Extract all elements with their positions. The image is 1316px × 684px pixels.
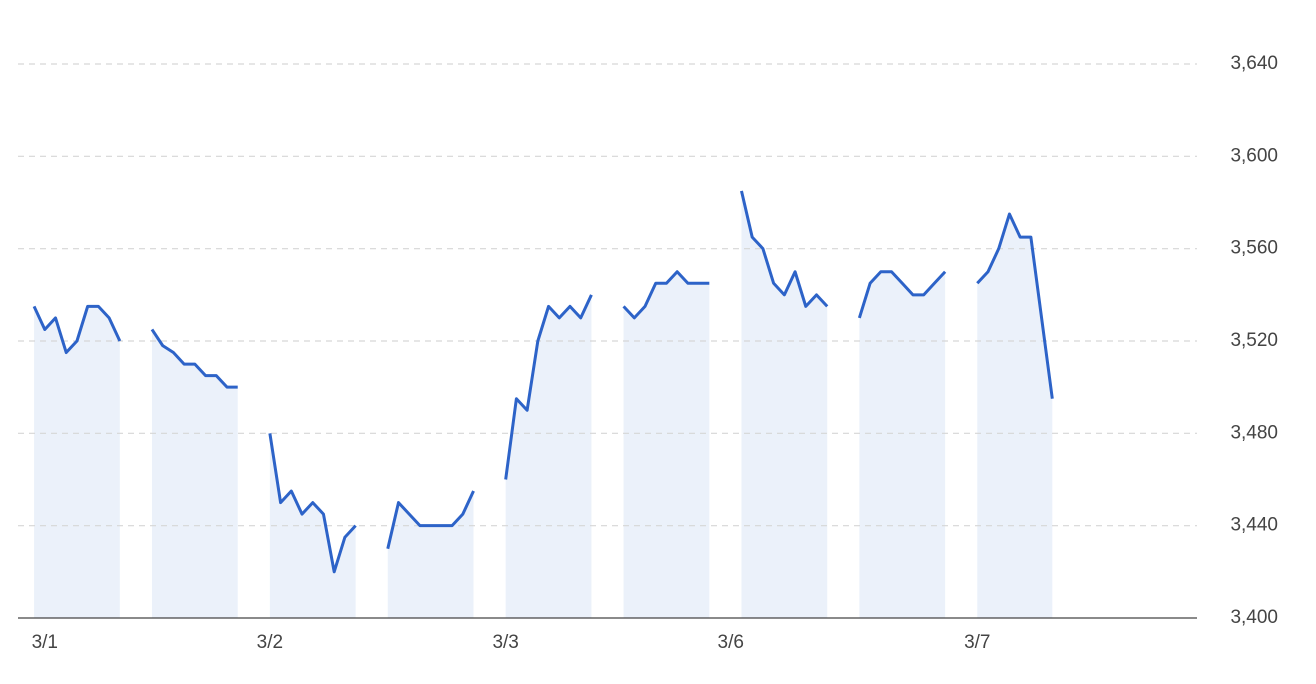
x-tick-label: 3/2 [257,632,283,653]
y-tick-label: 3,560 [1230,238,1278,259]
price-line [32,190,1054,574]
area-fill [977,214,1053,618]
x-tick-label: 3/7 [964,632,990,653]
y-tick-label: 3,480 [1230,422,1278,443]
x-tick-label: 3/6 [718,632,744,653]
area-fill [859,271,946,618]
x-tick-label: 3/3 [492,632,518,653]
area-fill [741,190,828,619]
y-tick-label: 3,600 [1230,145,1278,166]
y-tick-label: 3,520 [1230,330,1278,351]
y-tick-label: 3,640 [1230,53,1278,74]
x-tick-label: 3/1 [32,632,58,653]
area-fill [505,294,592,618]
area-fill [623,271,710,618]
area-fill [387,491,474,618]
y-tick-label: 3,400 [1230,607,1278,628]
area-fill [34,306,120,618]
area-fill [151,329,238,618]
y-tick-label: 3,440 [1230,515,1278,536]
